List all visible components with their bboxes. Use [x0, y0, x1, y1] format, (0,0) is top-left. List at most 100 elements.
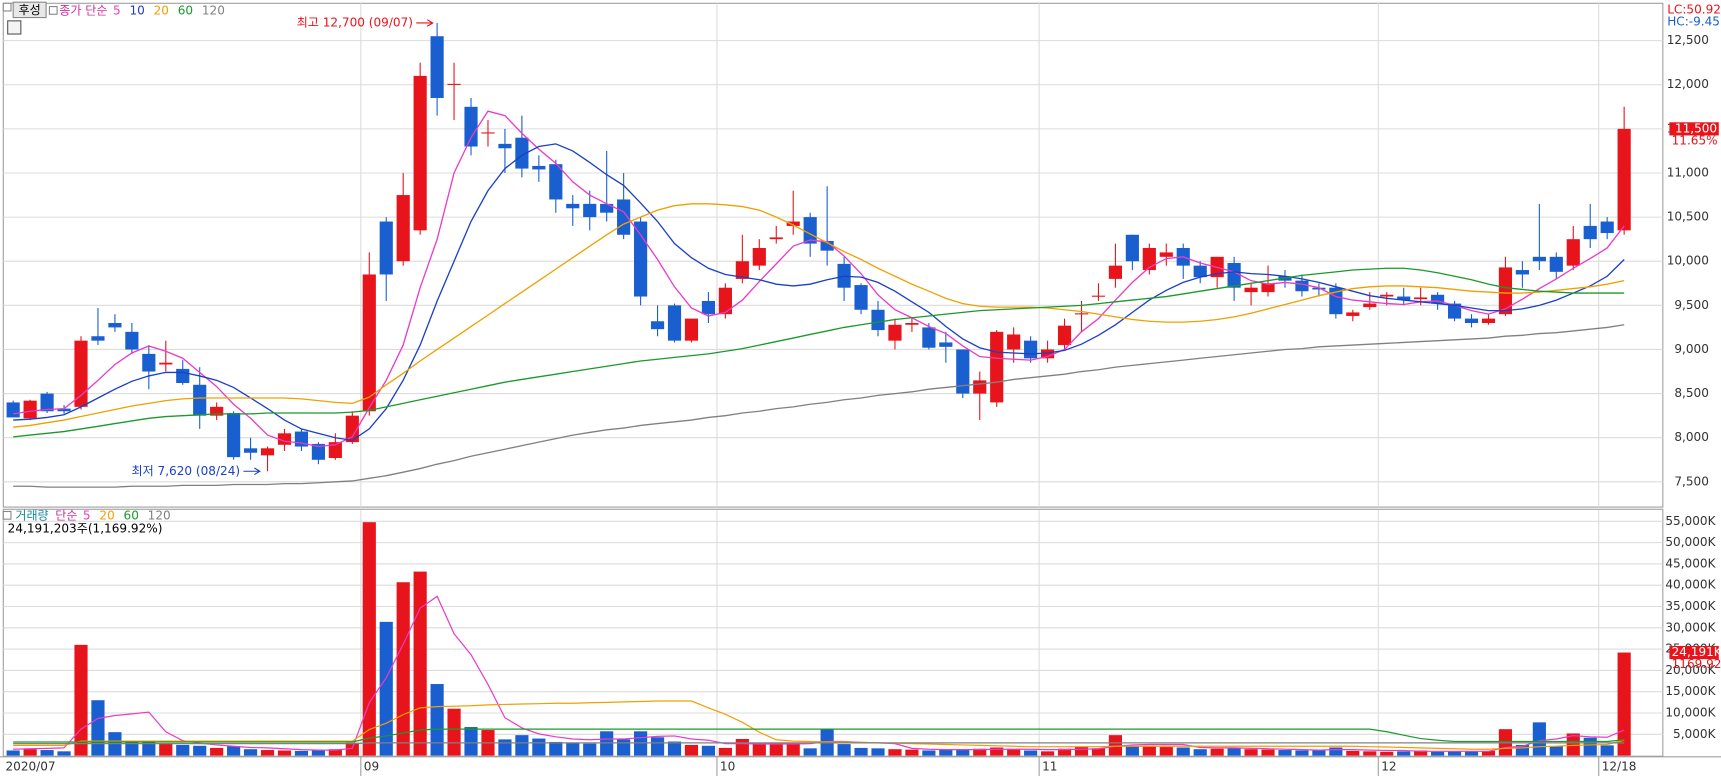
volume-bar	[227, 746, 241, 756]
volume-bar	[1363, 751, 1377, 756]
moving-average-line	[13, 203, 1625, 428]
candle-body	[311, 443, 325, 460]
volume-average-line	[13, 742, 1625, 745]
volume-bar	[1549, 746, 1563, 756]
volume-bar	[345, 742, 359, 756]
moving-average-line	[13, 110, 1625, 448]
low-annotation: 최저 7,620 (08/24)	[132, 464, 241, 478]
volume-marker[interactable]	[2, 510, 12, 520]
candle-body	[786, 221, 800, 226]
volume-bar	[1278, 750, 1292, 756]
volume-bar	[752, 743, 766, 756]
legend-entry: 20	[154, 3, 169, 17]
volume-bar	[566, 742, 580, 756]
candle-body	[1532, 256, 1546, 262]
candle-body	[260, 448, 275, 456]
candle-body	[1380, 294, 1394, 297]
volume-average-line	[13, 728, 1625, 743]
volume-bar	[57, 751, 71, 756]
y-tick-label: 8,500	[1674, 386, 1709, 400]
legend-title: 단순	[55, 508, 77, 522]
last-volume-label: 24,191K	[1672, 645, 1721, 659]
y-tick-label: 5,000K	[1673, 727, 1717, 741]
legend-entry: 10	[129, 3, 144, 17]
x-tick-label: 12/18	[1602, 760, 1637, 774]
volume-bar	[413, 571, 427, 756]
candle-body	[583, 203, 597, 218]
volume-bar	[617, 739, 631, 756]
candle-body	[481, 132, 495, 134]
volume-bar	[40, 750, 54, 756]
volume-bar	[498, 739, 512, 756]
legend-entry: 120	[148, 508, 171, 522]
ma-marker[interactable]	[48, 6, 58, 15]
candle-body	[125, 331, 139, 350]
candle-body	[803, 217, 817, 244]
candle-body	[667, 305, 682, 341]
volume-bar	[1481, 750, 1496, 756]
candle-body	[362, 274, 376, 412]
stock-name[interactable]: 후성	[19, 3, 41, 17]
candle-body	[600, 203, 614, 213]
candle-body	[108, 323, 122, 328]
candle-body	[1583, 225, 1597, 240]
x-tick-label: 11	[1042, 760, 1057, 774]
candle-body	[1600, 221, 1614, 233]
volume-subtitle: 24,191,203주(1,169.92%)	[8, 522, 163, 536]
volume-bar	[1091, 748, 1106, 756]
volume-bar	[277, 750, 292, 756]
volume-bar	[973, 748, 987, 756]
y-tick-label: 9,000	[1674, 342, 1709, 356]
y-tick-label: 45,000K	[1665, 556, 1716, 570]
candle-body	[328, 442, 342, 459]
candle-body	[396, 195, 410, 262]
x-tick-label: 12	[1381, 760, 1396, 774]
volume-bar	[396, 582, 410, 756]
candle-body	[1142, 247, 1156, 271]
volume-bar	[74, 644, 88, 756]
y-tick-label: 10,000	[1667, 254, 1709, 268]
candle-body	[1193, 265, 1207, 278]
candle-body	[1057, 325, 1072, 346]
y-tick-label: 15,000K	[1665, 684, 1716, 698]
candle-body	[888, 324, 902, 341]
pane-marker[interactable]	[2, 2, 12, 12]
volume-bar	[159, 743, 173, 756]
candle-body	[74, 340, 88, 407]
stock-name-button[interactable]	[12, 1, 47, 19]
y-tick-label: 7,500	[1674, 474, 1709, 488]
candle-body	[243, 448, 258, 453]
candle-body	[701, 300, 716, 315]
volume-bar	[125, 740, 139, 756]
volume-bar	[583, 743, 597, 756]
candle-body	[176, 368, 190, 384]
volume-bar	[210, 747, 224, 756]
candle-body	[871, 309, 885, 331]
volume-bar	[1193, 749, 1207, 756]
candle-body	[6, 402, 20, 418]
candle-body	[227, 413, 241, 458]
volume-bar	[260, 750, 275, 756]
candle-body	[1414, 297, 1428, 300]
volume-bar	[1007, 749, 1021, 756]
volume-bar	[1261, 749, 1275, 756]
candle-body	[413, 75, 427, 231]
calendar-icon[interactable]	[7, 20, 22, 35]
candle-body	[939, 342, 953, 347]
volume-bar	[1583, 737, 1597, 756]
candle-body	[973, 380, 987, 394]
y-tick-label: 8,000	[1674, 430, 1709, 444]
volume-bar	[1329, 747, 1343, 756]
candle-body	[1617, 128, 1631, 231]
y-tick-label: 55,000K	[1665, 514, 1716, 528]
legend-entry: 60	[178, 3, 193, 17]
volume-bar	[1125, 746, 1139, 756]
candle-body	[820, 240, 834, 251]
high-annotation: 최고 12,700 (09/07)	[297, 15, 413, 29]
volume-bar	[837, 744, 851, 756]
indicator: HC:-9.45	[1667, 14, 1720, 28]
x-tick-label: 10	[720, 760, 735, 774]
y-tick-label: 35,000K	[1665, 599, 1716, 613]
candle-body	[854, 285, 868, 310]
candle-body	[769, 237, 783, 240]
